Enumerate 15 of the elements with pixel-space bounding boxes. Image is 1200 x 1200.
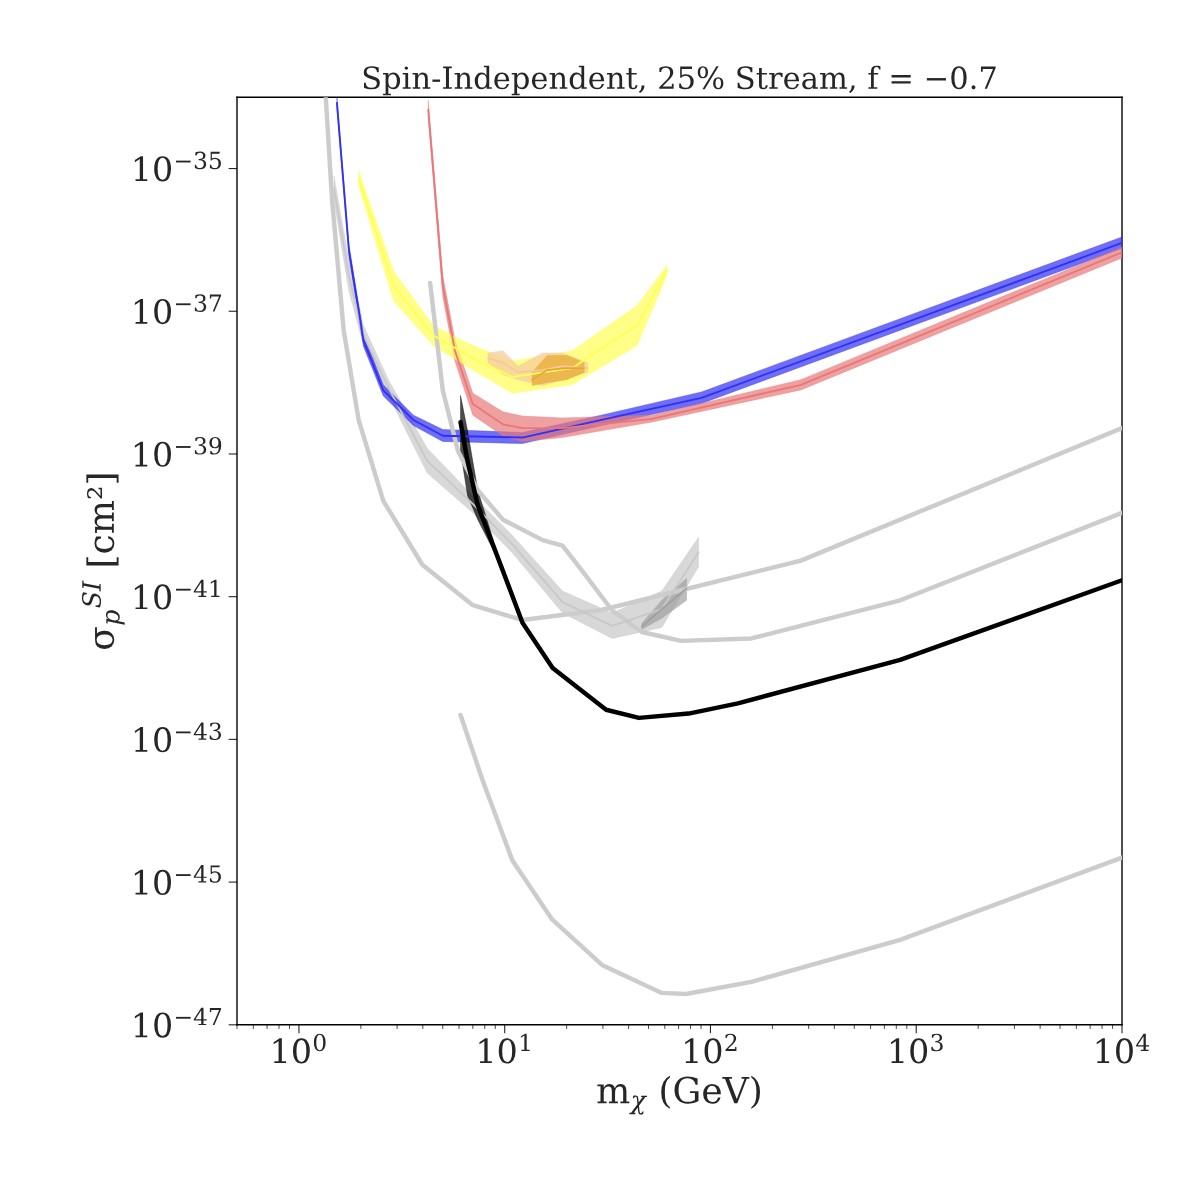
y-tick-label: 10$^{−43}$ [134,722,222,753]
x-tick-label: 10$^{1}$ [479,1033,530,1064]
y-tick-label: 10$^{−47}$ [134,1007,222,1038]
x-tick-label: 10$^{2}$ [685,1033,737,1064]
x-tick-label: 10$^{0}$ [273,1033,326,1064]
y-axis-title: σ$_{p}$$^{SI}$ [cm²] [81,474,125,649]
y-tick-label: 10$^{−35}$ [134,151,221,182]
y-tick-label: 10$^{−45}$ [134,865,221,895]
chart-title: Spin-Independent, 25% Stream, f = −0.7 [363,65,996,96]
y-tick-label: 10$^{−41}$ [134,579,220,610]
x-tick-label: 10$^{4}$ [1096,1033,1150,1064]
x-tick-label: 10$^{3}$ [890,1033,943,1064]
y-tick-label: 10$^{−39}$ [134,436,222,467]
y-tick-label: 10$^{−37}$ [134,294,222,325]
x-axis-title: m$_{χ}$ (GeV) [597,1075,760,1115]
